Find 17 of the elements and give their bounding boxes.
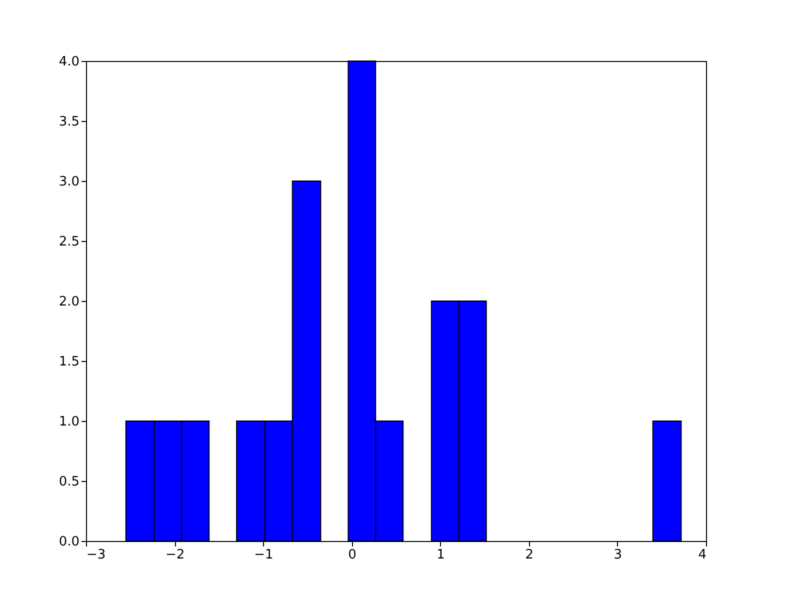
y-tick-label: 3.5 (58, 114, 80, 130)
x-tick-label: 0 (348, 548, 356, 562)
x-tick-label: 4 (698, 548, 706, 562)
y-tick-label: 2.0 (58, 294, 80, 310)
y-tick-label: 1.5 (58, 354, 80, 370)
y-tick-label: 2.5 (58, 234, 80, 250)
y-tick-label: 0.5 (58, 474, 80, 490)
y-tick-label: 4.0 (58, 54, 80, 70)
x-tick-label: −1 (254, 548, 274, 562)
y-tick-label: 3.0 (58, 174, 80, 190)
x-tick-label: 3 (614, 548, 622, 562)
x-tick-label: 1 (436, 548, 445, 562)
y-tick-label: 1.0 (58, 414, 80, 430)
x-tick-label: −2 (165, 548, 185, 562)
x-tick-label: −3 (86, 548, 106, 562)
x-tick-label: 2 (525, 548, 534, 562)
y-tick-label: 0.0 (58, 534, 80, 550)
